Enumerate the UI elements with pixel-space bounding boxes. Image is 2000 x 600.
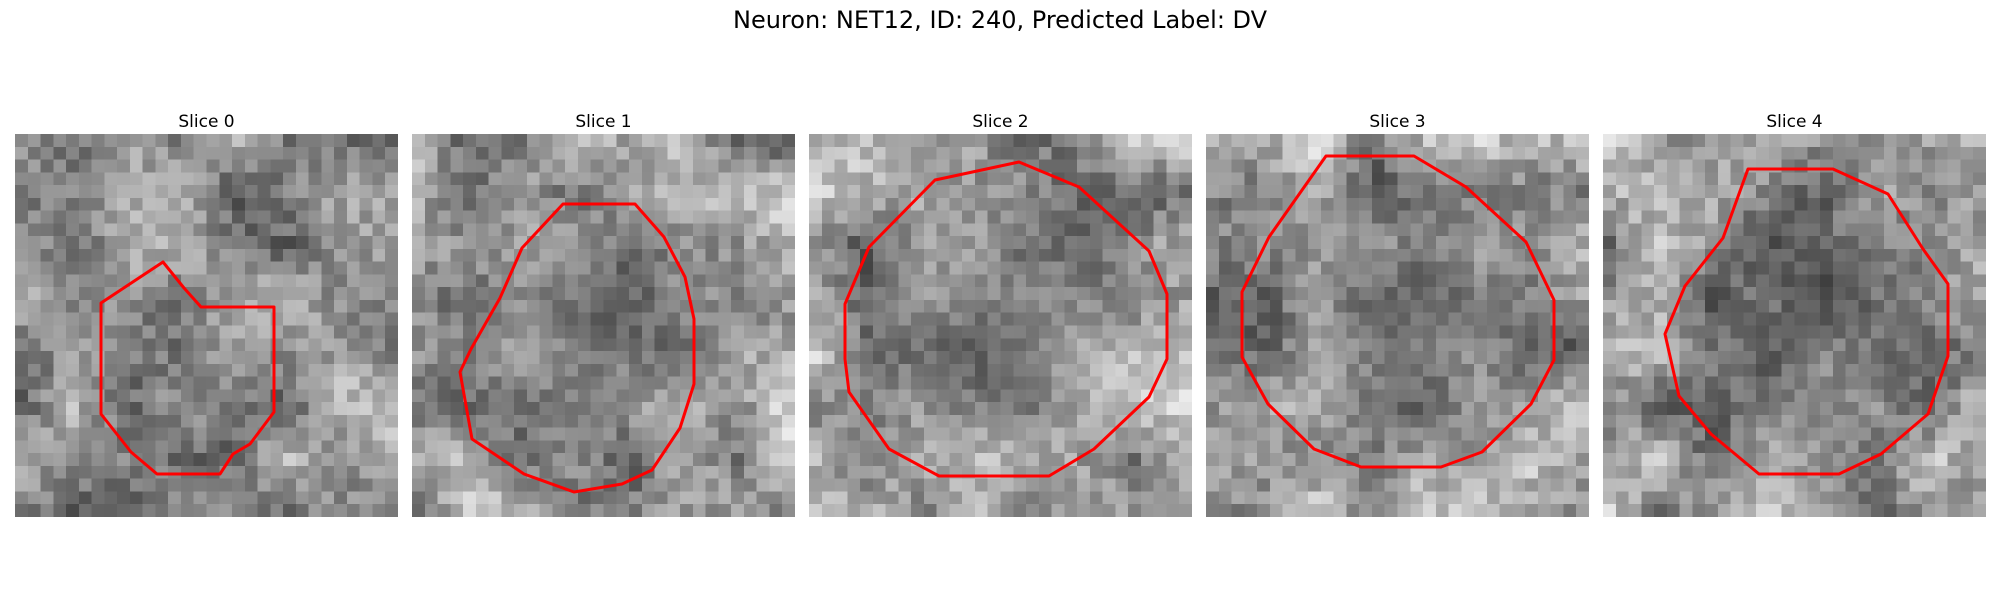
slice-title: Slice 3 bbox=[1369, 112, 1426, 132]
slice-title: Slice 0 bbox=[178, 112, 235, 132]
slice-panel-4: Slice 4 bbox=[1603, 110, 1986, 517]
roi-outline bbox=[1240, 154, 1556, 469]
roi-outline bbox=[99, 260, 276, 476]
slice-title: Slice 2 bbox=[972, 112, 1029, 132]
slice-image bbox=[809, 134, 1192, 517]
roi-outline bbox=[458, 202, 696, 494]
slice-panel-3: Slice 3 bbox=[1206, 110, 1589, 517]
slice-panel-2: Slice 2 bbox=[809, 110, 1192, 517]
roi-outline bbox=[1663, 167, 1950, 476]
slice-image bbox=[1206, 134, 1589, 517]
slice-title: Slice 4 bbox=[1766, 112, 1823, 132]
slice-image bbox=[1603, 134, 1986, 517]
slice-panel-1: Slice 1 bbox=[412, 110, 795, 517]
slice-title: Slice 1 bbox=[575, 112, 632, 132]
slice-panel-0: Slice 0 bbox=[15, 110, 398, 517]
figure-title: Neuron: NET12, ID: 240, Predicted Label:… bbox=[732, 6, 1268, 34]
slice-image bbox=[15, 134, 398, 517]
roi-outline bbox=[843, 160, 1169, 478]
slice-image bbox=[412, 134, 795, 517]
